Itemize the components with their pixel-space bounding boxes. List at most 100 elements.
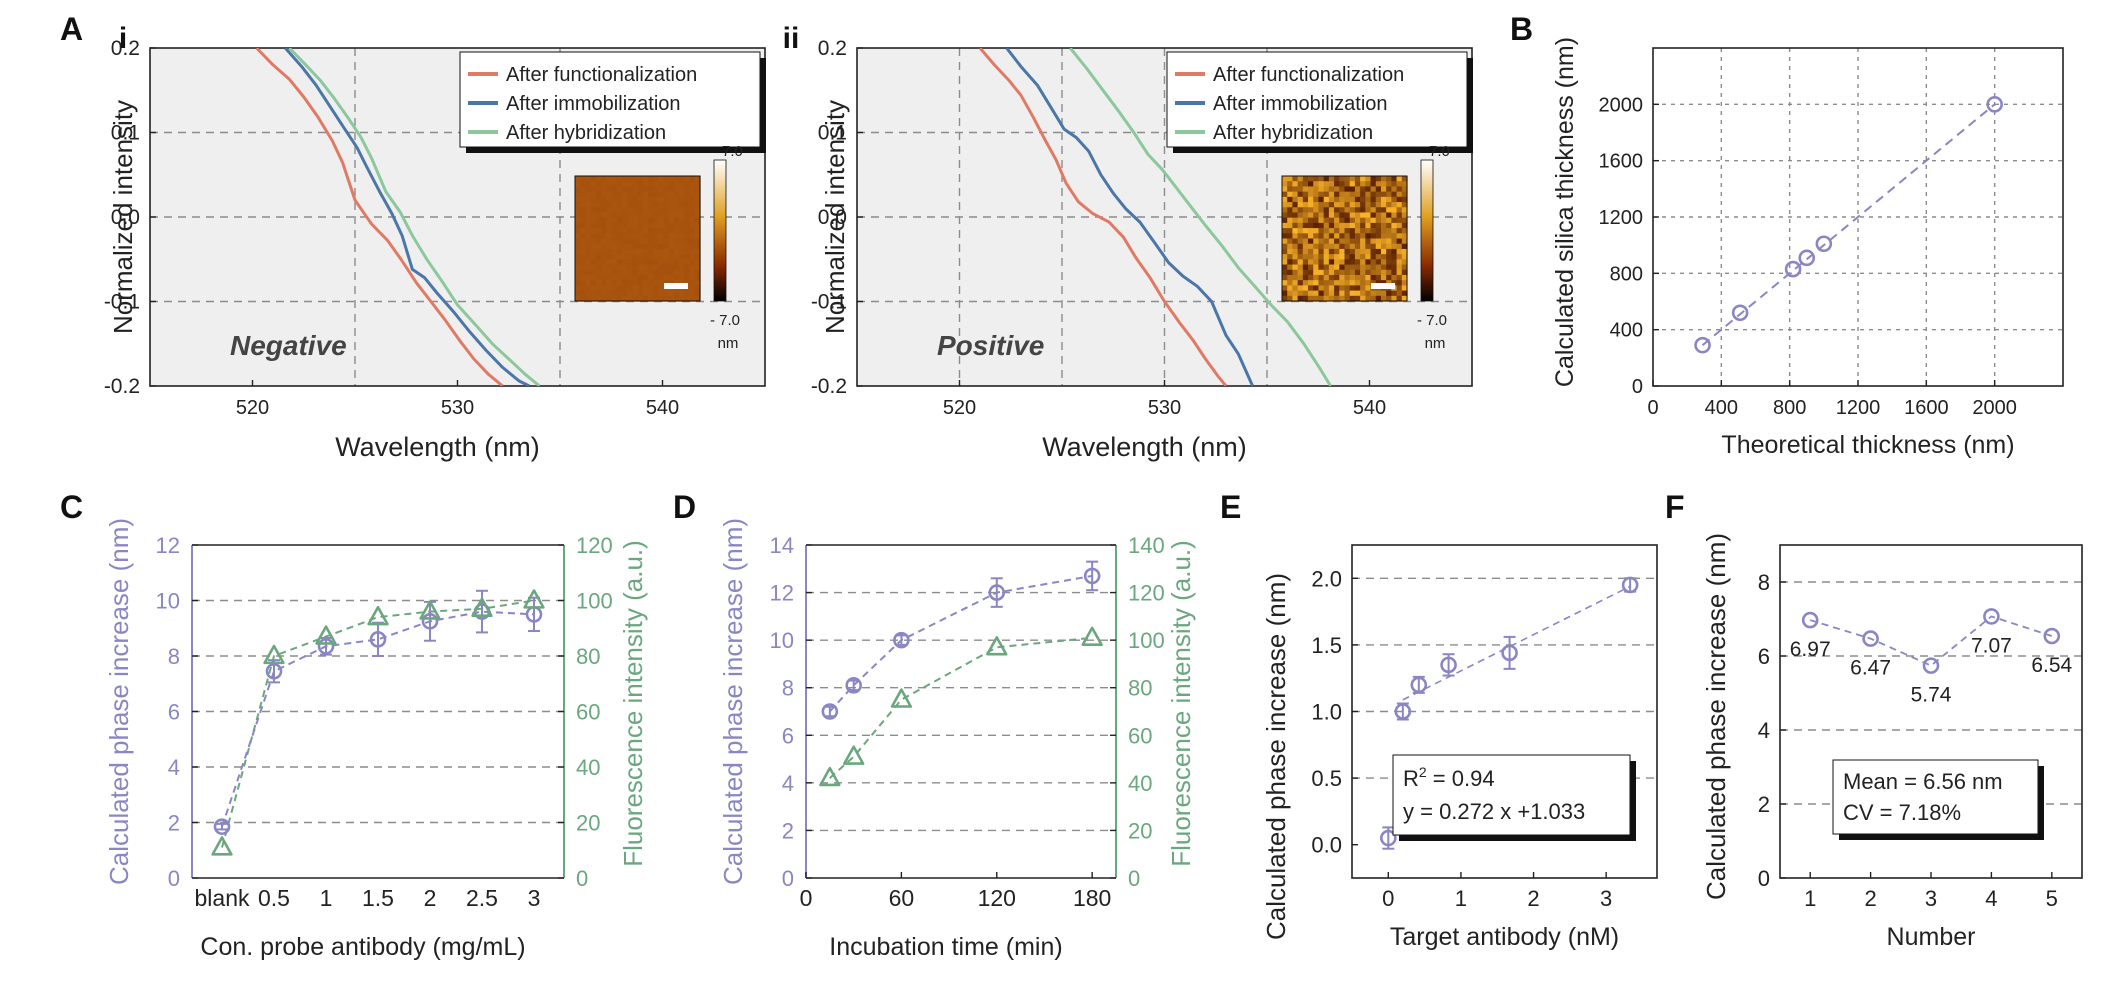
afm-pixel [668, 228, 675, 234]
afm-pixel [1313, 212, 1320, 219]
data-point-triangle [523, 589, 545, 609]
afm-pixel [627, 248, 633, 255]
afm-pixel [590, 264, 597, 271]
afm-pixel [673, 233, 680, 240]
afm-pixel [611, 181, 618, 188]
afm-pixel [673, 290, 680, 297]
afm-pixel [580, 222, 587, 229]
afm-pixel [1282, 290, 1288, 297]
afm-pixel [1365, 269, 1372, 276]
afm-pixel [585, 176, 592, 182]
afm-pixel [1365, 264, 1372, 271]
afm-pixel [575, 176, 581, 182]
afm-pixel [590, 259, 597, 266]
afm-pixel [611, 222, 618, 229]
afm-pixel [616, 233, 623, 240]
afm-pixel [611, 191, 618, 198]
y-tick-label: 800 [1610, 263, 1643, 285]
afm-pixel [673, 248, 680, 255]
afm-pixel [627, 238, 633, 245]
afm-pixel [663, 228, 670, 234]
afm-pixel [1328, 280, 1335, 286]
afm-pixel [1282, 243, 1288, 250]
afm-pixel [585, 181, 592, 188]
afm-pixel [684, 254, 691, 260]
afm-pixel [1328, 285, 1335, 292]
afm-pixel [679, 290, 685, 297]
afm-pixel [580, 248, 587, 255]
afm-pixel [580, 217, 587, 224]
afm-pixel [668, 233, 675, 240]
afm-pixel [1339, 295, 1346, 302]
data-point [1394, 703, 1412, 720]
afm-pixel [606, 248, 613, 255]
afm-pixel [1313, 285, 1320, 292]
afm-pixel [673, 243, 680, 250]
x-tick-label: 0 [1382, 886, 1394, 911]
afm-pixel [1313, 290, 1320, 297]
afm-pixel [1349, 222, 1356, 229]
afm-pixel [1297, 285, 1304, 292]
afm-pixel [1354, 222, 1361, 229]
afm-pixel [1396, 254, 1403, 260]
data-point [1784, 260, 1802, 278]
afm-pixel [1354, 254, 1361, 260]
afm-pixel [1375, 228, 1382, 234]
afm-pixel [637, 264, 644, 271]
afm-pixel [1328, 217, 1335, 224]
afm-pixel [1302, 274, 1309, 281]
afm-pixel [595, 207, 602, 214]
afm-pixel [637, 233, 644, 240]
afm-pixel [632, 207, 639, 214]
afm-pixel [1354, 217, 1361, 224]
afm-pixel [673, 212, 680, 219]
afm-pixel [580, 274, 587, 281]
mean-text: Mean = 6.56 nm [1843, 769, 2003, 794]
afm-pixel [627, 259, 633, 266]
afm-pixel [606, 212, 613, 219]
afm-pixel [601, 176, 607, 182]
afm-pixel [679, 181, 685, 188]
data-point [1621, 576, 1639, 594]
afm-pixel [1401, 264, 1408, 271]
y-right-tick-label: 40 [576, 755, 600, 780]
afm-pixel [601, 238, 607, 245]
afm-pixel [595, 233, 602, 240]
afm-pixel [1391, 191, 1398, 198]
afm-pixel [575, 196, 581, 203]
afm-pixel [684, 222, 691, 229]
x-tick-label: 0 [1647, 397, 1658, 419]
afm-pixel [679, 274, 685, 281]
afm-pixel [595, 295, 602, 302]
afm-pixel [1391, 290, 1398, 297]
afm-pixel [658, 274, 665, 281]
afm-pixel [1313, 176, 1320, 182]
y-tick-label: 6 [782, 723, 794, 748]
afm-pixel [658, 248, 665, 255]
y-tick-label: 10 [156, 589, 180, 614]
afm-pixel [663, 269, 670, 276]
afm-pixel [679, 196, 685, 203]
afm-pixel [1354, 290, 1361, 297]
afm-pixel [575, 212, 581, 219]
afm-pixel [1365, 248, 1372, 255]
afm-pixel [627, 217, 633, 224]
afm-pixel [595, 285, 602, 292]
afm-pixel [653, 264, 659, 271]
afm-pixel [1401, 228, 1408, 234]
afm-pixel [653, 243, 659, 250]
y-right-axis-label: Fluorescence intensity (a.u.) [1166, 540, 1196, 867]
afm-pixel [1391, 217, 1398, 224]
afm-pixel [1287, 280, 1294, 286]
afm-pixel [653, 186, 659, 193]
afm-pixel [1386, 290, 1392, 297]
afm-pixel [694, 207, 701, 214]
afm-pixel [694, 285, 701, 292]
afm-pixel [1282, 248, 1288, 255]
afm-pixel [606, 269, 613, 276]
afm-pixel [627, 269, 633, 276]
afm-pixel [590, 181, 597, 188]
afm-pixel [1344, 176, 1351, 182]
afm-pixel [1375, 233, 1382, 240]
afm-pixel [1302, 212, 1309, 219]
